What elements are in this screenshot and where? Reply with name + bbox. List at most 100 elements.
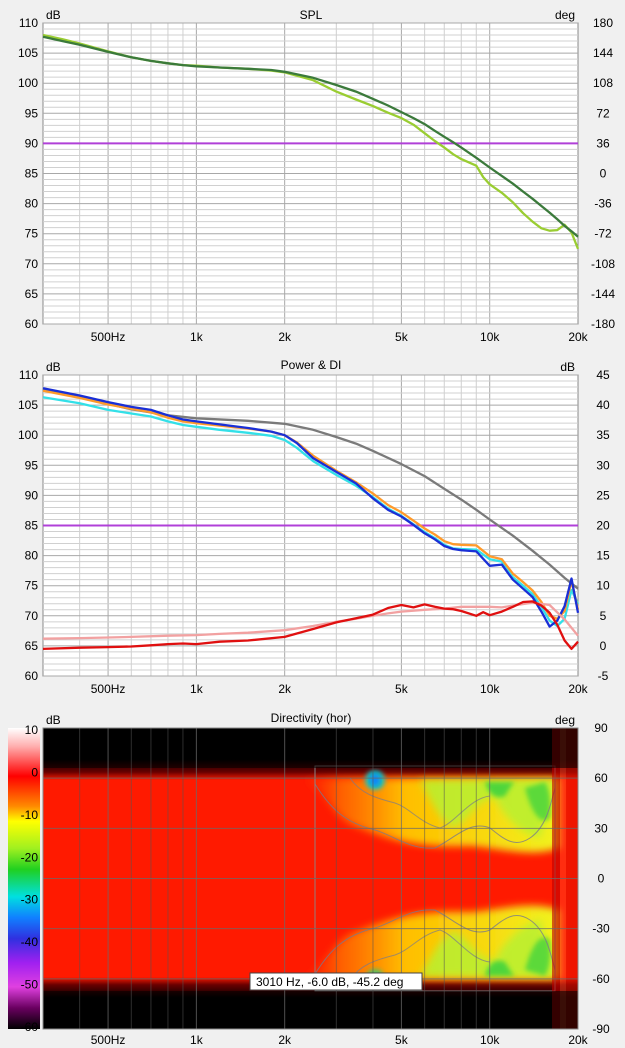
y-tick-label: 30	[594, 821, 608, 835]
y-tick-label: -90	[592, 1022, 610, 1036]
x-tick-label: 2k	[278, 682, 292, 696]
directivity-chart-panel: 10 0 -10 -20 -30 -40 -50 -60	[0, 698, 625, 1048]
y-tick-label: -30	[592, 922, 610, 936]
y-tick-label: 60	[25, 669, 39, 683]
y2-tick-label: 108	[593, 76, 613, 90]
left-unit-label: dB	[46, 360, 61, 374]
y-tick-label: 100	[18, 76, 38, 90]
y-tick-label: 75	[25, 227, 39, 241]
y-tick-label: 70	[25, 609, 39, 623]
y2-tick-label: -72	[594, 227, 612, 241]
y-tick-label: 110	[19, 16, 38, 30]
colorbar-tick-label: -40	[21, 935, 39, 949]
cursor-tooltip: 3010 Hz, -6.0 dB, -45.2 deg	[249, 972, 423, 991]
x-tick-label: 500Hz	[91, 330, 126, 344]
y2-tick-label: 144	[593, 46, 613, 60]
x-tick-label: 500Hz	[91, 1033, 126, 1047]
right-unit-label: deg	[555, 8, 575, 22]
y-tick-label: 65	[25, 639, 39, 653]
y2-tick-label: 72	[596, 106, 610, 120]
y-tick-label: 90	[25, 136, 39, 150]
chart-title: Power & DI	[281, 358, 342, 372]
y2-tick-label: 30	[596, 458, 610, 472]
x-tick-label: 5k	[395, 1033, 409, 1047]
y-tick-label: 80	[25, 197, 39, 211]
y-tick-label: 80	[25, 549, 39, 563]
colorbar-tick-label: -60	[21, 1020, 39, 1034]
y-tick-label: 105	[18, 398, 38, 412]
y2-tick-label: 5	[600, 609, 607, 623]
y-tick-label: 65	[25, 287, 39, 301]
power-di-chart: 60 65 70 75 80 85 90 95 100 105 110 -5 0 5 10 15 20 25 30 3…	[18, 358, 610, 696]
x-tick-label: 5k	[395, 330, 409, 344]
y2-tick-label: 35	[596, 428, 610, 442]
y-tick-label: 95	[25, 106, 39, 120]
y-tick-label: 105	[18, 46, 38, 60]
y-tick-label: 110	[19, 368, 38, 382]
chart-title: Directivity (hor)	[271, 711, 352, 725]
colorbar-tick-label: -30	[21, 893, 39, 907]
spl-chart: 60 65 70 75 80 85 90 95 100 105 110 -180 -144 -108 -72…	[18, 8, 615, 344]
left-unit-label: dB	[46, 8, 61, 22]
y2-tick-label: 15	[596, 549, 610, 563]
y-tick-label: 60	[25, 317, 39, 331]
colorbar-tick-label: -50	[21, 978, 39, 992]
colorbar-tick-label: 10	[25, 723, 39, 737]
chart-title: SPL	[300, 8, 323, 22]
x-tick-label: 2k	[278, 330, 292, 344]
y-tick-label: 85	[25, 519, 39, 533]
x-tick-label: 5k	[395, 682, 409, 696]
series-line-2	[42, 389, 580, 620]
x-tick-label: 10k	[480, 1033, 500, 1047]
y2-tick-label: -36	[594, 197, 612, 211]
directivity-chart: 10 0 -10 -20 -30 -40 -50 -60	[8, 711, 610, 1047]
x-tick-label: 500Hz	[91, 682, 126, 696]
x-tick-label: 1k	[190, 330, 204, 344]
y2-tick-label: 45	[596, 368, 610, 382]
right-unit-label: deg	[555, 713, 575, 727]
y-tick-label: 90	[25, 488, 39, 502]
x-tick-label: 20k	[568, 330, 588, 344]
y-tick-label: -60	[592, 972, 610, 986]
y2-tick-label: 10	[596, 579, 610, 593]
y2-tick-label: 25	[596, 488, 610, 502]
y2-tick-label: 20	[596, 519, 610, 533]
colorbar-unit-label: dB	[46, 713, 61, 727]
y-tick-label: 0	[598, 872, 605, 886]
series-line-4	[42, 601, 579, 640]
x-tick-label: 1k	[190, 1033, 204, 1047]
x-tick-label: 20k	[568, 682, 588, 696]
y-tick-label: 75	[25, 579, 39, 593]
y-tick-label: 70	[25, 257, 39, 271]
series-line-1	[42, 35, 579, 238]
y2-tick-label: 0	[600, 639, 607, 653]
y-tick-label: 85	[25, 167, 39, 181]
y2-tick-label: 0	[600, 167, 607, 181]
x-tick-label: 10k	[480, 682, 500, 696]
series-line-3	[42, 387, 580, 628]
y-tick-label: 60	[594, 771, 608, 785]
colorbar-tick-label: 0	[31, 765, 38, 779]
power-di-chart-panel: 60 65 70 75 80 85 90 95 100 105 110 -5 0 5 10 15 20 25 30 3…	[0, 352, 625, 698]
y2-tick-label: -144	[591, 287, 615, 301]
y2-tick-label: -108	[591, 257, 615, 271]
y2-tick-label: -5	[598, 669, 609, 683]
y-tick-label: 95	[25, 458, 39, 472]
y2-tick-label: 36	[596, 136, 610, 150]
spl-chart-panel: 60 65 70 75 80 85 90 95 100 105 110 -180 -144 -108 -72…	[0, 0, 625, 352]
y2-tick-label: 180	[593, 16, 613, 30]
y-tick-label: 90	[594, 721, 608, 735]
x-tick-label: 1k	[190, 682, 204, 696]
cursor-readout: 3010 Hz, -6.0 dB, -45.2 deg	[256, 975, 403, 989]
y2-tick-label: 40	[596, 398, 610, 412]
colorbar	[8, 728, 40, 1029]
colorbar-tick-label: -20	[21, 850, 39, 864]
right-unit-label: dB	[560, 360, 575, 374]
y-tick-label: 100	[18, 428, 38, 442]
colorbar-tick-label: -10	[21, 808, 39, 822]
y2-tick-label: -180	[591, 317, 615, 331]
x-tick-label: 20k	[568, 1033, 588, 1047]
x-tick-label: 2k	[278, 1033, 292, 1047]
x-tick-label: 10k	[480, 330, 500, 344]
series-line-5	[42, 600, 579, 651]
